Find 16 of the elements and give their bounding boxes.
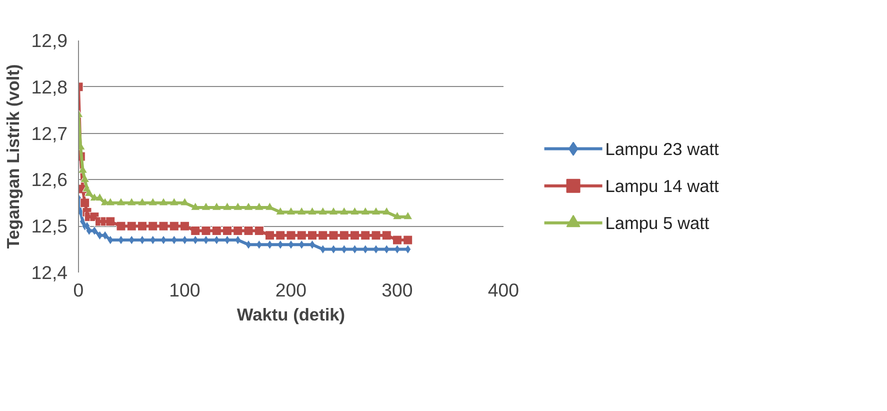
x-tick-label: 400 bbox=[488, 280, 520, 300]
y-axis-title: Tegangan Listrik (volt) bbox=[3, 64, 24, 249]
x-tick-label: 200 bbox=[275, 280, 307, 300]
y-tick-label: 12,8 bbox=[31, 76, 68, 98]
x-tick-label: 100 bbox=[169, 280, 200, 300]
y-tick-label: 12,5 bbox=[31, 216, 68, 237]
x-axis-title: Waktu (detik) bbox=[236, 304, 346, 324]
y-tick-label: 12,9 bbox=[31, 30, 68, 51]
legend-label: Lampu 5 watt bbox=[605, 212, 710, 233]
legend-label: Lampu 14 watt bbox=[605, 176, 720, 196]
x-tick-label: 300 bbox=[382, 280, 413, 300]
x-tick-label: 0 bbox=[73, 280, 84, 300]
y-tick-label: 12,6 bbox=[31, 169, 68, 190]
y-tick-label: 12,4 bbox=[31, 262, 68, 283]
legend-label: Lampu 23 watt bbox=[605, 138, 720, 159]
y-tick-label: 12,7 bbox=[31, 122, 68, 144]
